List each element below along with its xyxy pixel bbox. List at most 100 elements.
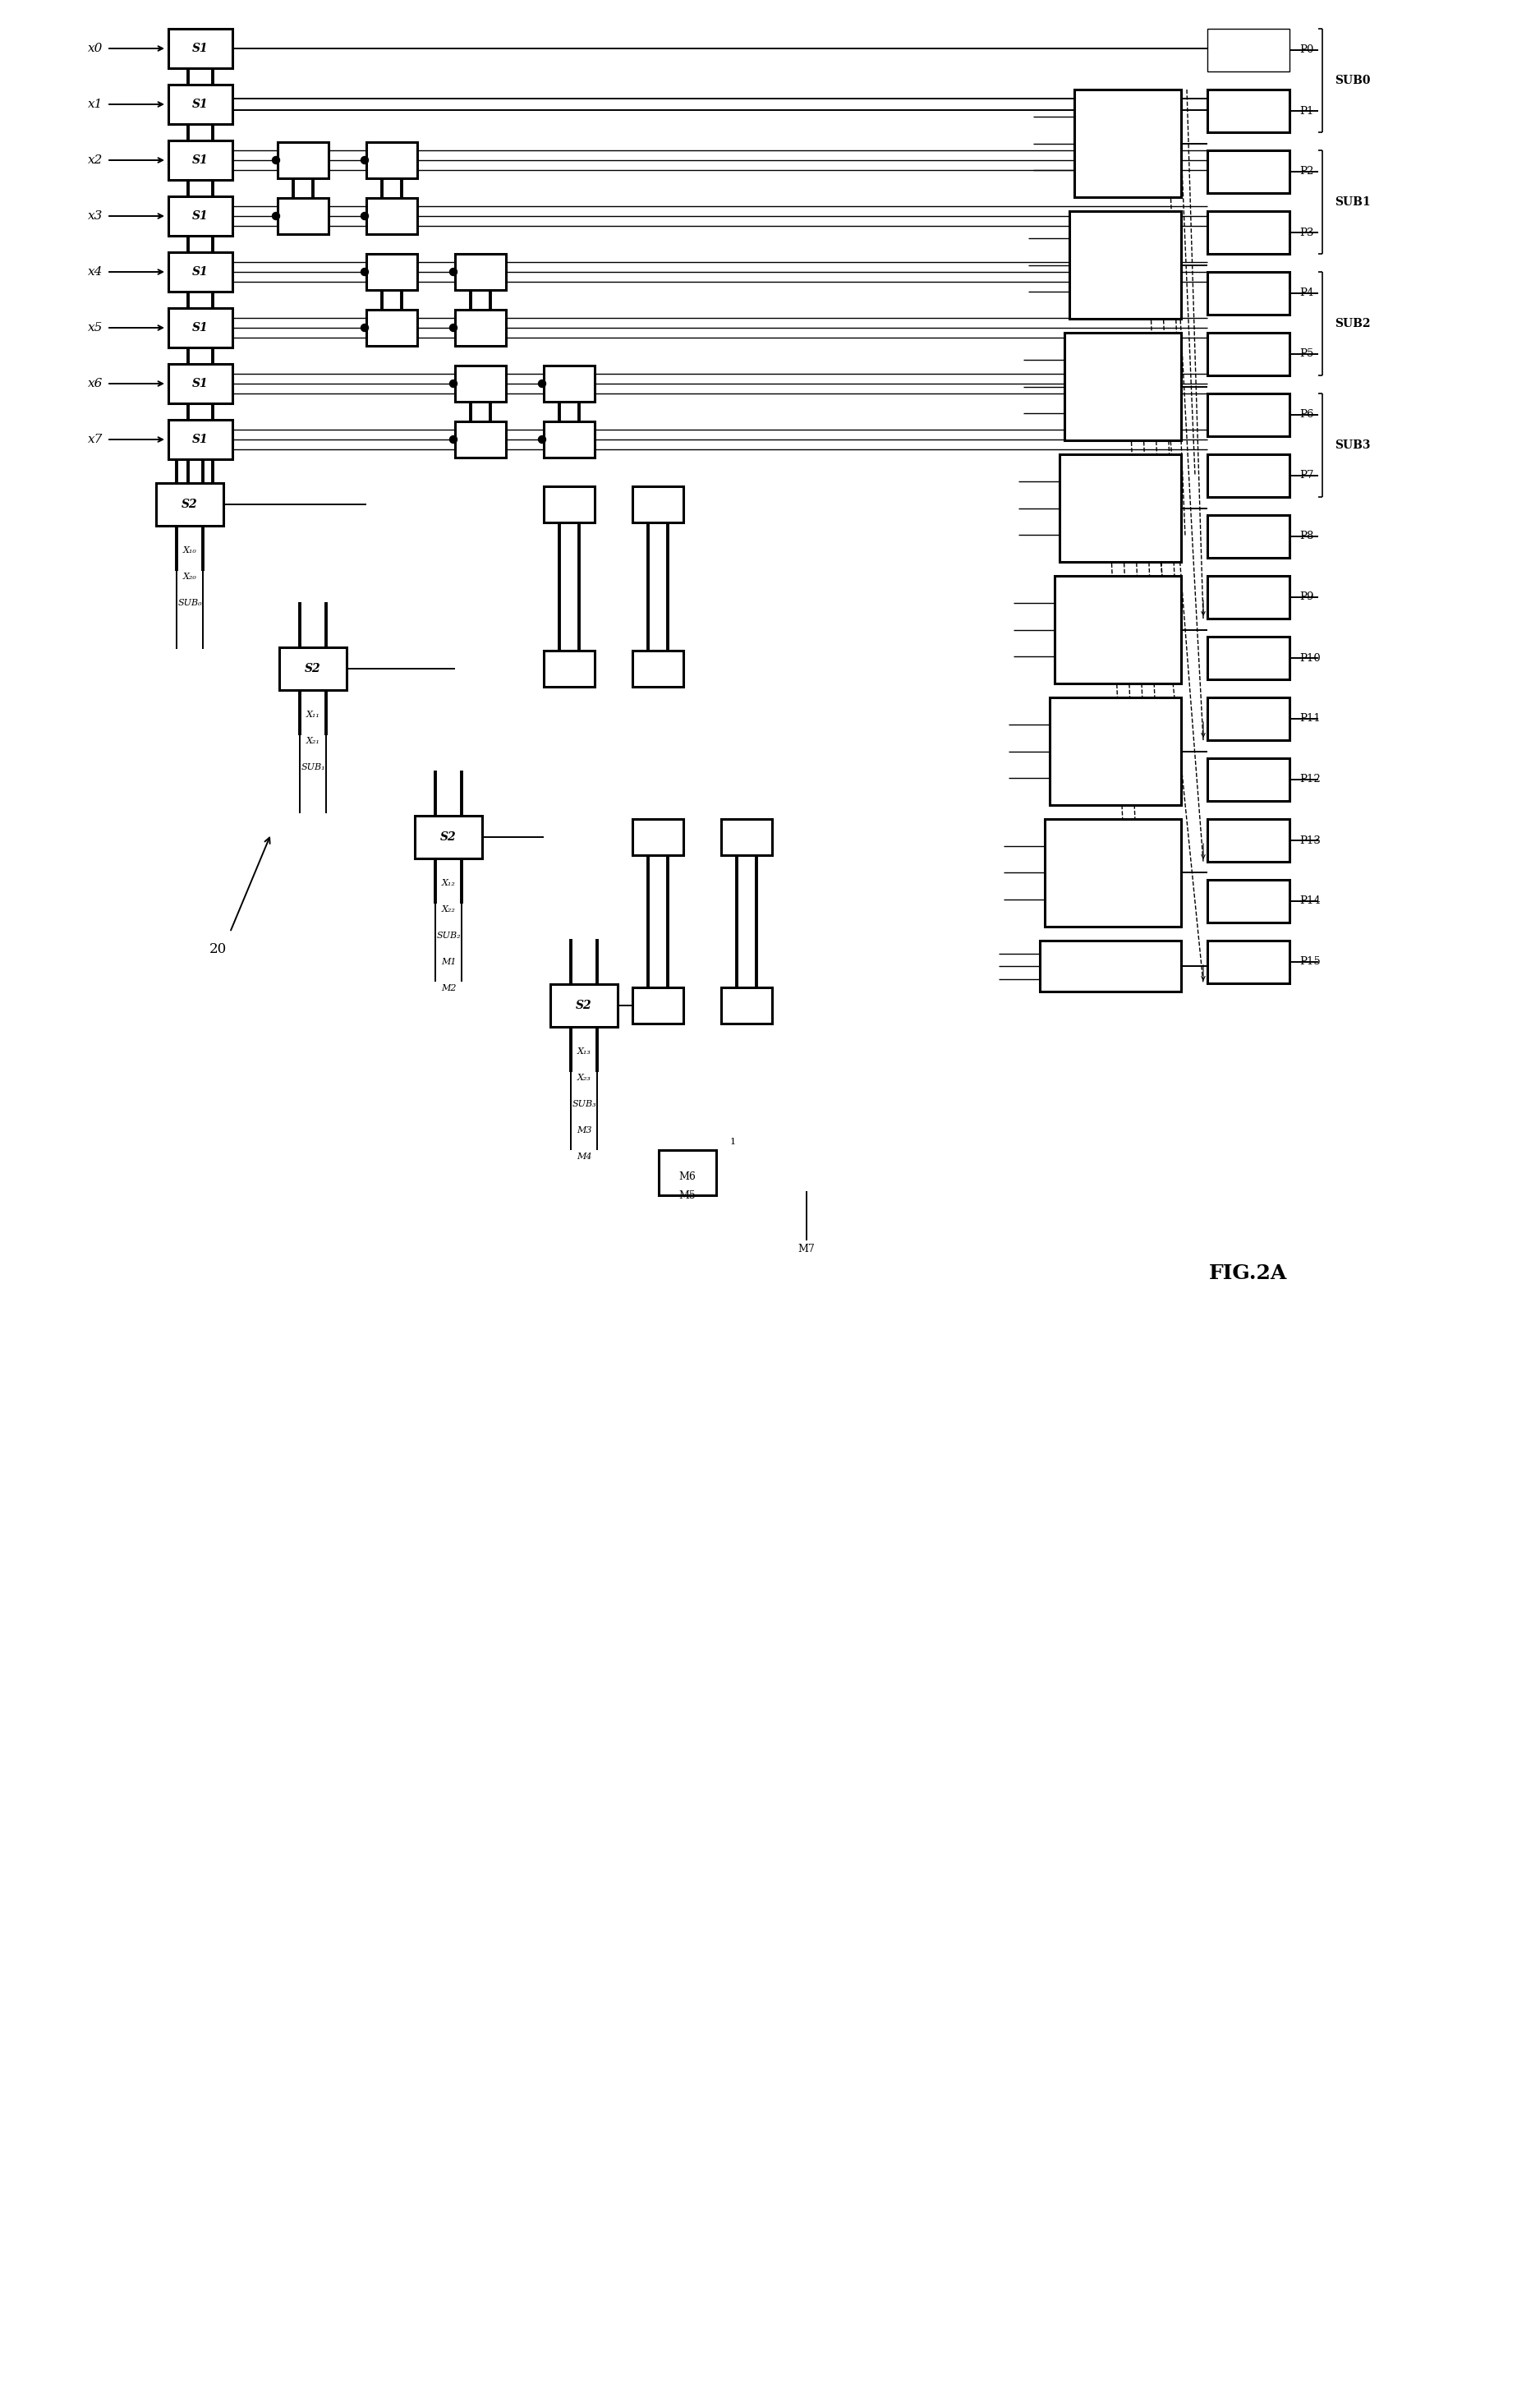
- Circle shape: [450, 324, 457, 331]
- Bar: [1207, 454, 1289, 497]
- Bar: [1207, 29, 1289, 72]
- Text: SUB₃: SUB₃: [571, 1100, 596, 1107]
- Text: x6: x6: [88, 377, 103, 389]
- Text: P12: P12: [1300, 773, 1320, 785]
- Bar: [168, 252, 233, 291]
- Text: x1: x1: [88, 98, 103, 110]
- Text: M7: M7: [798, 1244, 815, 1254]
- Bar: [1207, 334, 1289, 375]
- Bar: [1207, 271, 1289, 315]
- Text: SUB2: SUB2: [1335, 317, 1371, 329]
- Circle shape: [273, 211, 280, 219]
- Bar: [367, 142, 417, 178]
- Text: P9: P9: [1300, 591, 1314, 603]
- Text: P15: P15: [1300, 956, 1320, 968]
- Bar: [1207, 637, 1289, 680]
- Text: S1: S1: [192, 98, 208, 110]
- Text: SUB₁: SUB₁: [300, 764, 325, 771]
- Text: M2: M2: [440, 985, 456, 992]
- Text: S2: S2: [440, 831, 456, 843]
- Bar: [277, 142, 328, 178]
- Bar: [721, 987, 772, 1023]
- Bar: [721, 819, 772, 855]
- Text: x0: x0: [88, 43, 103, 55]
- Text: P3: P3: [1300, 228, 1314, 238]
- Circle shape: [360, 211, 368, 219]
- Circle shape: [360, 324, 368, 331]
- Text: SUB3: SUB3: [1335, 440, 1371, 452]
- Circle shape: [450, 435, 457, 444]
- Bar: [544, 651, 594, 687]
- Bar: [414, 817, 482, 858]
- Text: S2: S2: [576, 999, 591, 1011]
- Text: M1: M1: [440, 958, 456, 966]
- Circle shape: [450, 269, 457, 276]
- Text: SUB₀: SUB₀: [177, 598, 202, 608]
- Text: x5: x5: [88, 322, 103, 334]
- Bar: [659, 1151, 716, 1196]
- Bar: [1207, 697, 1289, 740]
- Bar: [168, 307, 233, 348]
- Text: S1: S1: [192, 211, 208, 221]
- Bar: [1207, 151, 1289, 192]
- Text: X₂₂: X₂₂: [442, 906, 456, 913]
- Text: P1: P1: [1300, 106, 1314, 115]
- Text: S1: S1: [192, 154, 208, 166]
- Text: X₁₁: X₁₁: [306, 711, 320, 718]
- Bar: [1207, 942, 1289, 982]
- Bar: [1050, 697, 1181, 805]
- Text: S1: S1: [192, 435, 208, 444]
- Bar: [1207, 514, 1289, 557]
- Bar: [367, 255, 417, 291]
- Bar: [544, 485, 594, 524]
- Bar: [1069, 211, 1181, 319]
- Text: x4: x4: [88, 267, 103, 279]
- Text: P10: P10: [1300, 653, 1320, 663]
- Text: X₁₀: X₁₀: [183, 545, 197, 555]
- Bar: [168, 139, 233, 180]
- Circle shape: [539, 380, 545, 387]
- Bar: [168, 365, 233, 404]
- Bar: [1207, 759, 1289, 800]
- Text: P11: P11: [1300, 713, 1320, 723]
- Bar: [544, 365, 594, 401]
- Text: S2: S2: [305, 663, 320, 675]
- Bar: [1064, 334, 1181, 440]
- Text: X₂₀: X₂₀: [183, 572, 197, 581]
- Text: x2: x2: [88, 154, 103, 166]
- Bar: [168, 197, 233, 235]
- Bar: [1207, 819, 1289, 862]
- Circle shape: [273, 156, 280, 163]
- Text: P13: P13: [1300, 836, 1321, 846]
- Bar: [550, 985, 618, 1026]
- Bar: [633, 987, 684, 1023]
- Text: X₂₃: X₂₃: [578, 1074, 591, 1081]
- Bar: [1207, 394, 1289, 437]
- Text: S2: S2: [182, 500, 197, 509]
- Text: x7: x7: [88, 435, 103, 444]
- Text: 20: 20: [209, 942, 226, 956]
- Text: P8: P8: [1300, 531, 1314, 543]
- Bar: [1044, 819, 1181, 927]
- Bar: [633, 485, 684, 524]
- Text: P7: P7: [1300, 471, 1314, 480]
- Bar: [367, 310, 417, 346]
- Text: SUB0: SUB0: [1335, 74, 1371, 86]
- Text: P2: P2: [1300, 166, 1314, 178]
- Bar: [279, 646, 346, 689]
- Text: X₂₁: X₂₁: [306, 737, 320, 745]
- Bar: [1055, 576, 1181, 685]
- Text: SUB₂: SUB₂: [436, 932, 460, 939]
- Bar: [1207, 89, 1289, 132]
- Text: FIG.2A: FIG.2A: [1209, 1263, 1287, 1283]
- Text: M3: M3: [576, 1127, 591, 1134]
- Circle shape: [450, 380, 457, 387]
- Bar: [168, 84, 233, 125]
- Text: x3: x3: [88, 211, 103, 221]
- Bar: [156, 483, 223, 526]
- Bar: [168, 420, 233, 459]
- Bar: [1060, 454, 1181, 562]
- Bar: [544, 420, 594, 456]
- Text: 1: 1: [730, 1139, 736, 1146]
- Text: M6: M6: [679, 1172, 696, 1182]
